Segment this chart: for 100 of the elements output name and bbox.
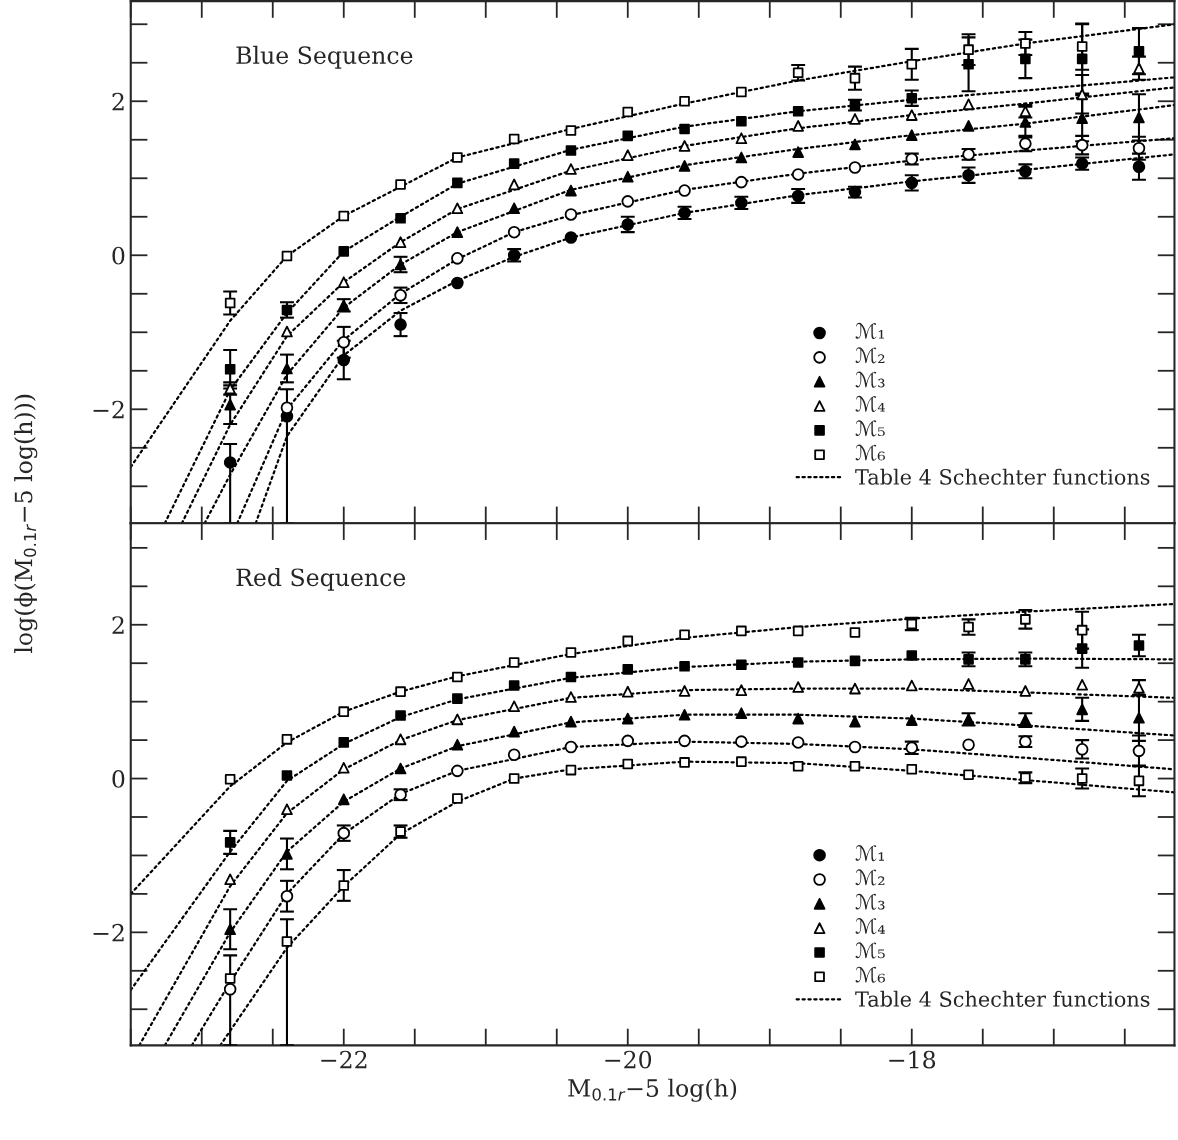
point	[452, 177, 463, 189]
point	[621, 149, 634, 161]
point	[1133, 111, 1145, 124]
point	[281, 803, 293, 816]
point	[337, 793, 350, 806]
point	[1076, 53, 1088, 65]
point	[565, 715, 577, 728]
point	[906, 650, 918, 661]
point	[452, 671, 463, 683]
point	[565, 163, 577, 175]
point	[395, 686, 406, 697]
point	[281, 770, 293, 781]
point	[451, 764, 464, 778]
point	[962, 678, 975, 690]
legend-label: ℳ₃	[855, 893, 885, 910]
point	[1133, 45, 1145, 57]
point	[679, 660, 690, 672]
point	[735, 151, 748, 164]
point	[338, 210, 350, 222]
point	[223, 456, 237, 469]
point	[337, 761, 350, 774]
point	[337, 276, 350, 289]
point	[281, 848, 293, 860]
point	[564, 208, 578, 221]
x-tick-label: −22	[321, 1050, 367, 1069]
point	[451, 226, 464, 238]
point	[849, 760, 861, 772]
point	[905, 714, 918, 726]
point	[906, 764, 918, 775]
point	[508, 700, 520, 713]
point	[451, 738, 464, 751]
legend-label: ℳ₃	[855, 371, 885, 388]
point	[792, 120, 804, 132]
legend-label: ℳ₅	[855, 942, 885, 959]
point	[338, 246, 350, 257]
y-tick-label: 2	[112, 92, 124, 111]
point	[792, 760, 804, 772]
point	[508, 657, 520, 668]
y-axis-title: log(ϕ(M$_{0.1r}$−5 log(h)))	[14, 394, 38, 654]
point	[736, 625, 747, 637]
point	[507, 225, 521, 239]
point	[622, 758, 634, 770]
point	[224, 973, 236, 984]
point	[792, 625, 804, 637]
point	[1133, 640, 1145, 651]
point	[394, 762, 407, 775]
point	[849, 655, 861, 667]
point	[736, 86, 747, 98]
point	[621, 734, 635, 748]
point	[395, 213, 406, 224]
point	[621, 712, 634, 725]
point	[451, 713, 464, 726]
point	[678, 685, 691, 697]
point	[736, 659, 747, 671]
point	[735, 175, 748, 189]
point	[507, 748, 521, 761]
point	[621, 170, 634, 183]
point	[963, 44, 974, 55]
point	[337, 336, 351, 349]
legend-label: Table 4 Schechter functions	[855, 468, 1150, 485]
point	[338, 880, 350, 891]
text: Red Sequence	[236, 567, 406, 591]
point	[1133, 775, 1145, 787]
y-tick-label: 2	[112, 616, 124, 634]
point	[905, 679, 918, 692]
point	[736, 756, 747, 767]
point	[1075, 157, 1089, 170]
point	[1019, 685, 1032, 697]
point	[451, 252, 464, 265]
legend-label: ℳ₁	[855, 322, 884, 340]
text: Blue Sequence	[236, 45, 413, 69]
point	[792, 105, 804, 117]
point	[452, 693, 463, 704]
point	[963, 769, 974, 781]
point	[792, 712, 804, 725]
point	[736, 115, 747, 127]
point	[565, 691, 577, 703]
point	[1076, 643, 1088, 654]
point	[394, 733, 407, 746]
point	[622, 130, 634, 142]
point	[735, 684, 748, 696]
legend-label: ℳ₁	[855, 844, 884, 862]
point	[224, 923, 236, 936]
point	[849, 627, 861, 638]
point	[395, 710, 406, 721]
legend-label: ℳ₄	[855, 917, 885, 935]
point	[678, 160, 691, 172]
point	[1076, 703, 1088, 716]
point	[849, 138, 861, 151]
y-tick-label: −2	[93, 400, 124, 419]
point	[1020, 38, 1031, 49]
point	[735, 707, 748, 720]
point	[280, 889, 294, 903]
point	[1075, 743, 1089, 756]
point	[338, 706, 350, 717]
point	[679, 95, 690, 107]
legend-label: ℳ₆	[855, 966, 885, 983]
point	[1133, 62, 1145, 74]
point	[792, 681, 804, 693]
point	[622, 664, 634, 675]
